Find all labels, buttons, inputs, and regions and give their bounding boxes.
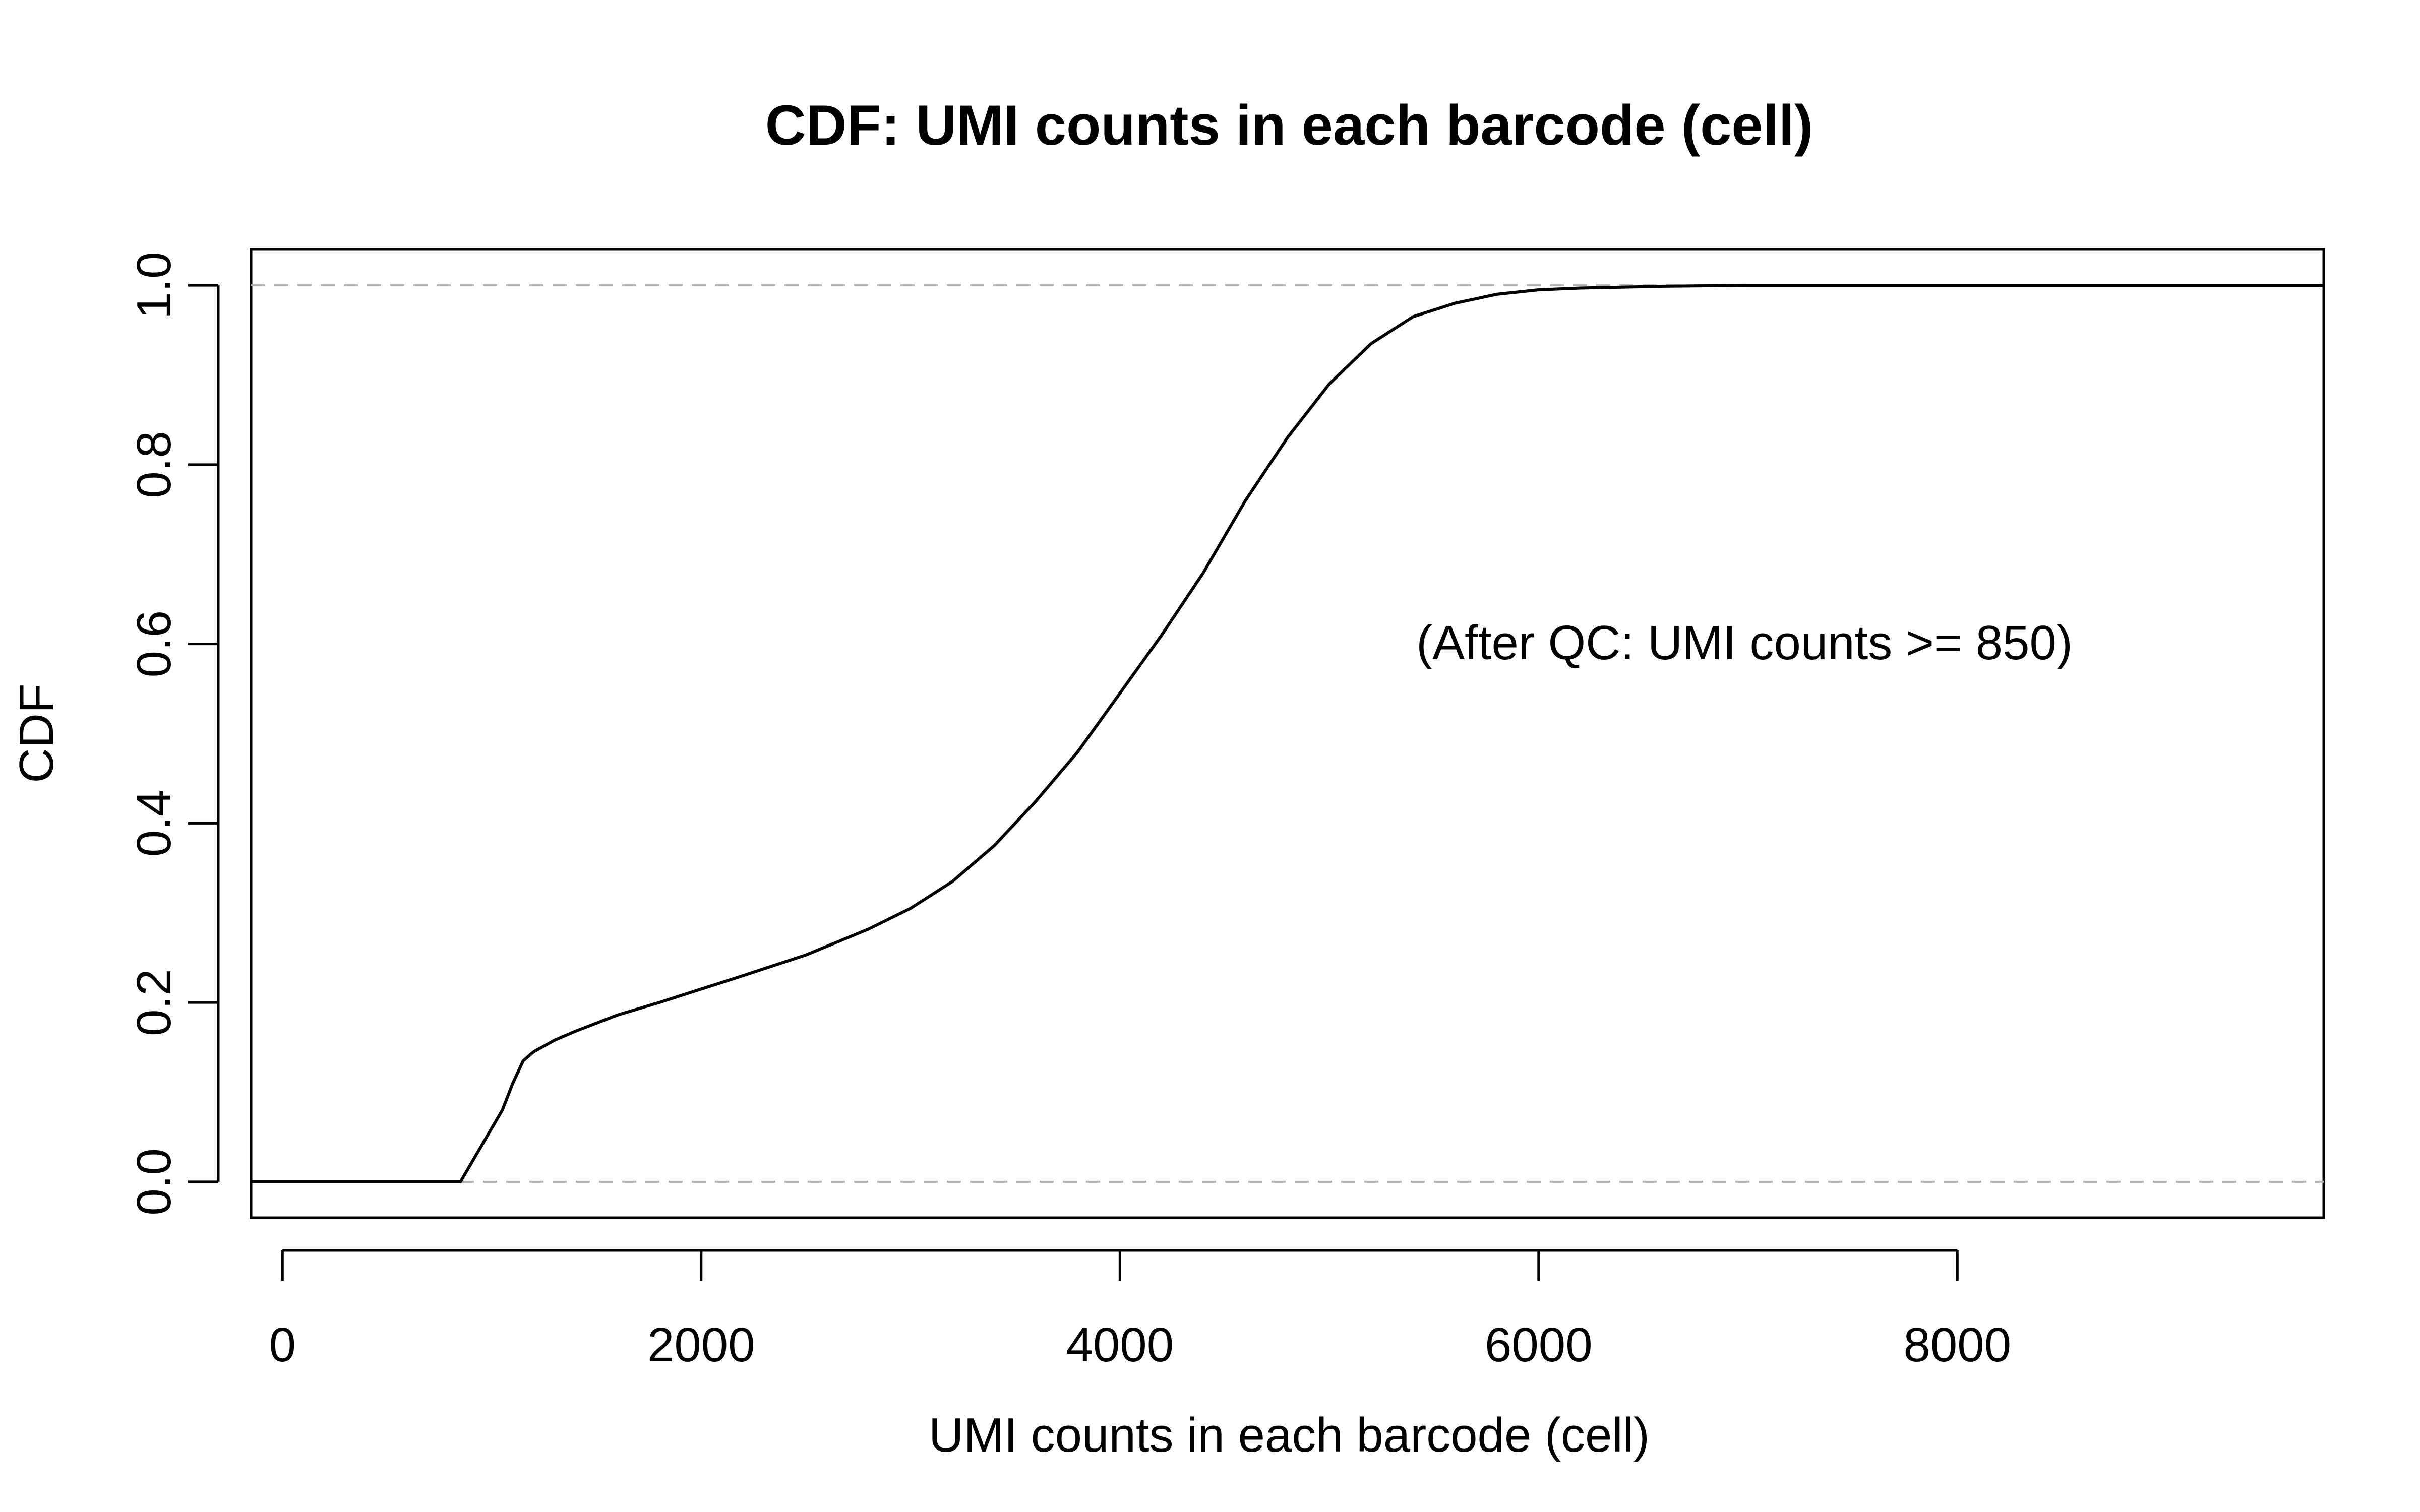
- y-tick-label-5: 1.0: [127, 251, 181, 319]
- x-axis: 0 2000 4000 6000 8000: [269, 1249, 2012, 1372]
- y-tick-label-2: 0.4: [127, 790, 181, 857]
- cdf-line: [251, 284, 2324, 1183]
- reference-lines: [251, 284, 2324, 1183]
- y-tick-label-1: 0.2: [127, 969, 181, 1036]
- x-tick-label-2: 4000: [1066, 1318, 1174, 1372]
- annotation-text: (After QC: UMI counts >= 850): [1416, 616, 2073, 670]
- x-tick-label-4: 8000: [1904, 1318, 2012, 1372]
- y-tick-label-0: 0.0: [127, 1148, 181, 1215]
- chart-title: CDF: UMI counts in each barcode (cell): [765, 94, 1813, 157]
- x-tick-label-3: 6000: [1485, 1318, 1593, 1372]
- y-tick-label-4: 0.8: [127, 431, 181, 498]
- x-tick-label-1: 2000: [647, 1318, 755, 1372]
- x-tick-label-0: 0: [269, 1318, 296, 1372]
- plot-frame: [250, 248, 2325, 1219]
- y-tick-label-3: 0.6: [127, 610, 181, 677]
- y-axis-label: CDF: [10, 683, 64, 783]
- x-axis-label: UMI counts in each barcode (cell): [929, 1408, 1650, 1462]
- y-axis: 0.0 0.2 0.4 0.6 0.8 1.0: [127, 251, 220, 1216]
